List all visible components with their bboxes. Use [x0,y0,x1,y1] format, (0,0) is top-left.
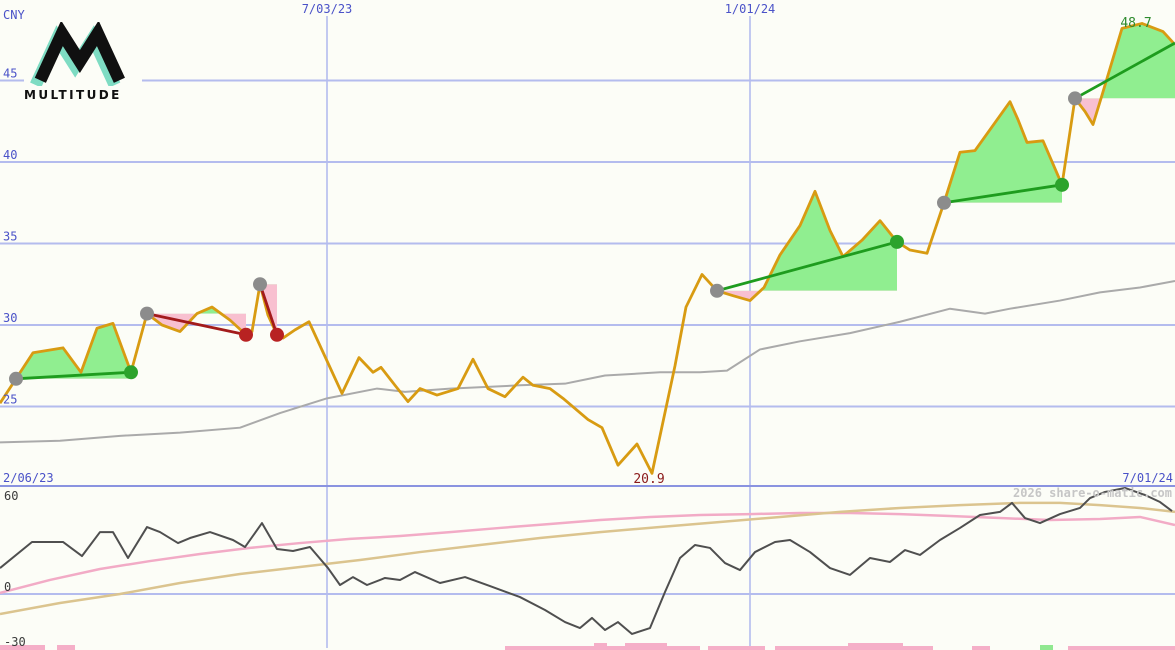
trend-line-5 [1074,41,1175,100]
trend-line-4 [943,183,1063,205]
price-tick-label-30: 30 [3,311,17,325]
entry-dot-2 [253,277,267,292]
histogram-bar-0 [0,645,45,650]
currency-label: CNY [3,8,25,22]
trade-fill-gain-4 [944,101,1062,203]
entry-dot-5 [1068,91,1082,106]
osc-signal-pink-line [0,511,1175,595]
exit-dot-1 [239,327,253,342]
exit-dot-3 [890,234,904,249]
date-top-label-1: 1/01/24 [725,2,776,16]
logo-text: MULTITUDE [24,88,122,102]
histogram-bar-10 [903,646,933,650]
date-top-label-0: 7/03/23 [302,2,353,16]
osc-tick-label-0: 0 [4,580,11,594]
histogram-bar-13 [1068,646,1175,650]
histogram-bar-3 [594,643,607,650]
trade-fill-gain-5 [1075,23,1175,99]
histogram-bar-8 [775,646,848,650]
histogram-bar-11 [972,646,990,650]
trend-line-3 [716,240,898,293]
price-line [0,22,1175,475]
trend-line-2 [258,283,279,336]
entry-dot-3 [710,283,724,298]
histogram-bar-9 [848,643,903,650]
date-bottom-label-1: 7/01/24 [1122,471,1173,485]
exit-dot-0 [124,365,138,380]
histogram-bar-1 [57,645,75,650]
histogram-bar-5 [625,643,667,650]
osc-tick-label--30: -30 [4,635,26,649]
osc-signal-tan-line [0,501,1175,616]
moving-average-line [0,280,1175,444]
company-logo: MULTITUDE [24,22,142,110]
histogram-bar-4 [607,646,625,650]
exit-dot-2 [270,327,284,342]
annotation-1: 20.9 [633,472,664,487]
watermark: 2026 share-o-matic.com [1013,486,1172,500]
annotation-0: 48.7 [1120,16,1151,31]
entry-dot-0 [9,371,23,386]
entry-dot-1 [140,306,154,321]
trend-line-0 [15,370,132,381]
price-tick-label-25: 25 [3,393,17,407]
trade-fill-gain-0 [16,323,131,379]
logo-m-black [34,22,125,83]
histogram-bar-6 [667,646,700,650]
exit-dot-4 [1055,177,1069,192]
trade-fill-gain-3 [760,191,897,291]
trend-line-1 [146,312,247,337]
logo-m-icon [30,22,125,86]
histogram-bar-7 [708,646,765,650]
osc-tick-label-60: 60 [4,489,18,503]
price-tick-label-40: 40 [3,148,17,162]
trade-fill-loss-3 [717,290,897,301]
histogram-bar-12 [1040,645,1053,650]
price-tick-label-45: 45 [3,67,17,81]
histogram-bar-2 [505,646,594,650]
osc-main-line [0,486,1173,635]
price-tick-label-35: 35 [3,230,17,244]
date-bottom-label-0: 2/06/23 [3,471,54,485]
entry-dot-4 [937,195,951,210]
